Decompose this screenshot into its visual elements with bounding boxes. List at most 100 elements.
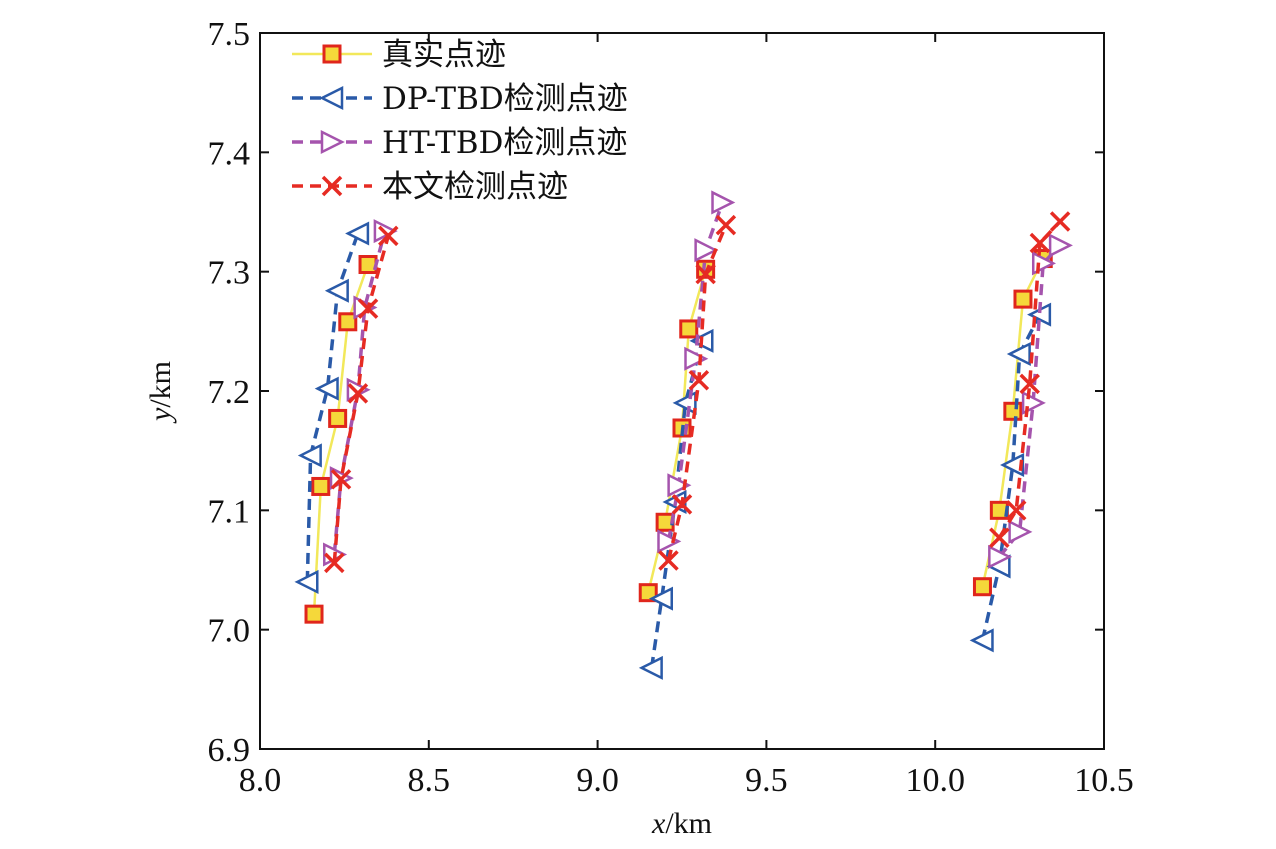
marker-square [972,577,992,597]
marker-triangle-right [1008,519,1033,544]
marker-triangle-right [684,346,709,371]
data-point [969,628,994,653]
data-point [667,473,692,498]
legend-label: 真实点迹 [382,37,506,73]
marker-triangle-left [969,628,994,653]
marker-square [358,255,378,275]
data-point [1029,232,1051,254]
marker-triangle-left [345,221,370,246]
marker-x-stroke [1005,500,1027,521]
data-point [314,376,339,401]
y-axis-var: y [144,407,177,424]
marker-x-stroke [658,550,679,571]
marker-square [311,476,331,496]
y-tick-label: 7.1 [208,493,251,530]
y-tick-label: 7.3 [208,255,251,292]
data-point [338,312,358,332]
data-point [989,527,1010,549]
data-point [1005,500,1027,521]
data-point [1003,401,1023,421]
data-point [695,263,716,285]
marker-triangle-left [319,85,344,111]
marker-triangle-left [1006,341,1031,367]
marker-triangle-right [988,544,1013,569]
marker-triangle-left [297,443,322,468]
legend-label: 本文检测点迹 [382,169,568,205]
data-point [304,604,324,624]
marker-triangle-left [324,278,349,303]
data-point [311,476,331,496]
data-point [711,190,736,215]
data-point [1048,233,1073,258]
data-point [657,529,682,554]
data-point [345,221,370,246]
marker-triangle-right [694,238,719,263]
x-axis-label: x/km [651,807,712,840]
x-axis-var: x [651,807,666,840]
ticks-layer: 8.0 8.5 9.0 9.5 10.0 10.5 6.9 7.0 7.1 7.2 7.3 7.4 7.… [208,16,1134,799]
data-point [330,469,352,490]
data-point [297,443,322,468]
marker-triangle-left [314,376,339,401]
data-point [648,586,673,611]
marker-triangle-left [648,586,673,611]
legend-label: HT-TBD检测点迹 [382,125,627,161]
data-point [1049,211,1071,232]
legend-marker [321,175,343,197]
x-tick-label: 8.5 [408,762,451,799]
legend-item-1: 真实点迹 [292,37,506,73]
data-point [988,544,1013,569]
marker-x-stroke [695,263,716,285]
data-point [715,214,737,236]
data-point [324,552,345,574]
y-tick-label: 7.4 [208,135,251,172]
data-point [696,259,716,279]
marker-square [328,408,348,428]
data-point [347,383,369,404]
data-point [694,238,719,263]
marker-x-stroke [989,527,1010,549]
marker-triangle-right [1048,233,1073,258]
series-4 [324,211,1071,574]
marker-triangle-left [294,569,319,594]
marker-x-stroke [330,469,352,490]
legend-item-2: DP-TBD检测点迹 [292,81,628,117]
data-point [324,278,349,303]
marker-triangle-right [711,190,736,215]
marker-square [638,583,658,603]
data-point [671,494,693,515]
legend-item-4: 本文检测点迹 [292,169,568,205]
data-point [357,298,379,319]
marker-x-stroke [671,494,693,515]
marker-square [304,604,324,624]
marker-square [322,44,342,64]
marker-x-stroke [1019,373,1040,395]
marker-triangle-left [1000,452,1025,478]
data-point [688,370,710,391]
marker-square [1013,289,1033,309]
x-tick-label: 10.0 [905,762,965,799]
marker-x-stroke [347,383,369,404]
marker-square [679,319,699,339]
marker-triangle-left [638,655,663,680]
x-tick-label: 9.0 [576,762,619,799]
data-point [358,255,378,275]
x-tick-label: 9.5 [745,762,788,799]
marker-square [696,259,716,279]
data-point [1008,519,1033,544]
y-axis-label: y/km [144,361,177,424]
marker-x-stroke [1029,232,1051,254]
legend-marker [320,129,345,155]
series-2 [294,221,1052,680]
data-point [294,569,319,594]
marker-x-stroke [357,298,379,319]
data-point [1000,452,1025,478]
marker-square [338,312,358,332]
data-point [1019,373,1040,395]
legend-marker [319,85,344,111]
data-point [378,225,399,247]
series-layer [294,190,1073,680]
legend-item-3: HT-TBD检测点迹 [292,125,627,161]
marker-x-stroke [688,370,710,391]
